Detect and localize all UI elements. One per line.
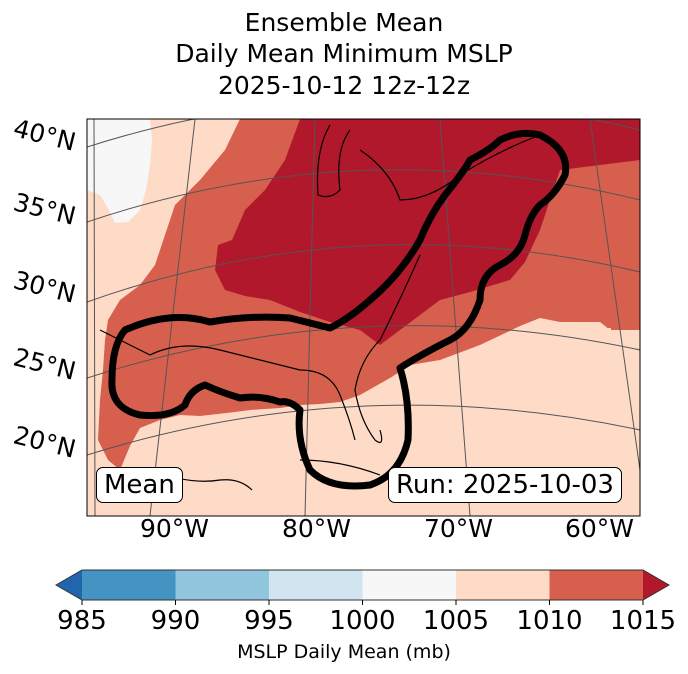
region-1000-1005 xyxy=(87,119,152,223)
colorbar-bin xyxy=(82,570,176,600)
colorbar-bin xyxy=(175,570,270,600)
colorbar-tick-label: 995 xyxy=(244,606,294,636)
title-line-3: 2025-10-12 12z-12z xyxy=(217,71,471,100)
colorbar-extend-low xyxy=(56,570,82,600)
title-line-1: Ensemble Mean xyxy=(244,8,444,37)
coastlines xyxy=(99,124,541,491)
colorbar-tick-label: 1000 xyxy=(329,606,396,636)
colorbar xyxy=(54,569,671,605)
colorbar-bin xyxy=(362,570,457,600)
colorbar-tick-label: 1010 xyxy=(516,606,583,636)
lon-label-90w: 90°W xyxy=(140,514,210,543)
lon-label-70w: 70°W xyxy=(424,514,494,543)
colorbar-tick-label: 1015 xyxy=(609,606,677,636)
colorbar-bin xyxy=(456,570,550,600)
title-line-2: Daily Mean Minimum MSLP xyxy=(175,39,513,68)
run-date-badge: Run: 2025-10-03 xyxy=(388,467,622,503)
colorbar-label: MSLP Daily Mean (mb) xyxy=(237,641,451,663)
lon-label-60w: 60°W xyxy=(565,514,635,543)
highlight-contour xyxy=(108,129,570,490)
colorbar-tick-label: 985 xyxy=(57,606,107,636)
colorbar-bin xyxy=(269,570,363,600)
colorbar-tick-label: 1005 xyxy=(422,606,490,636)
colorbar-tick-label: 990 xyxy=(150,606,201,636)
colorbar-extend-high xyxy=(643,570,669,600)
lon-label-80w: 80°W xyxy=(282,514,352,543)
colorbar-bin xyxy=(549,570,644,600)
stat-badge: Mean xyxy=(96,467,183,503)
region-above-1015 xyxy=(215,119,640,345)
